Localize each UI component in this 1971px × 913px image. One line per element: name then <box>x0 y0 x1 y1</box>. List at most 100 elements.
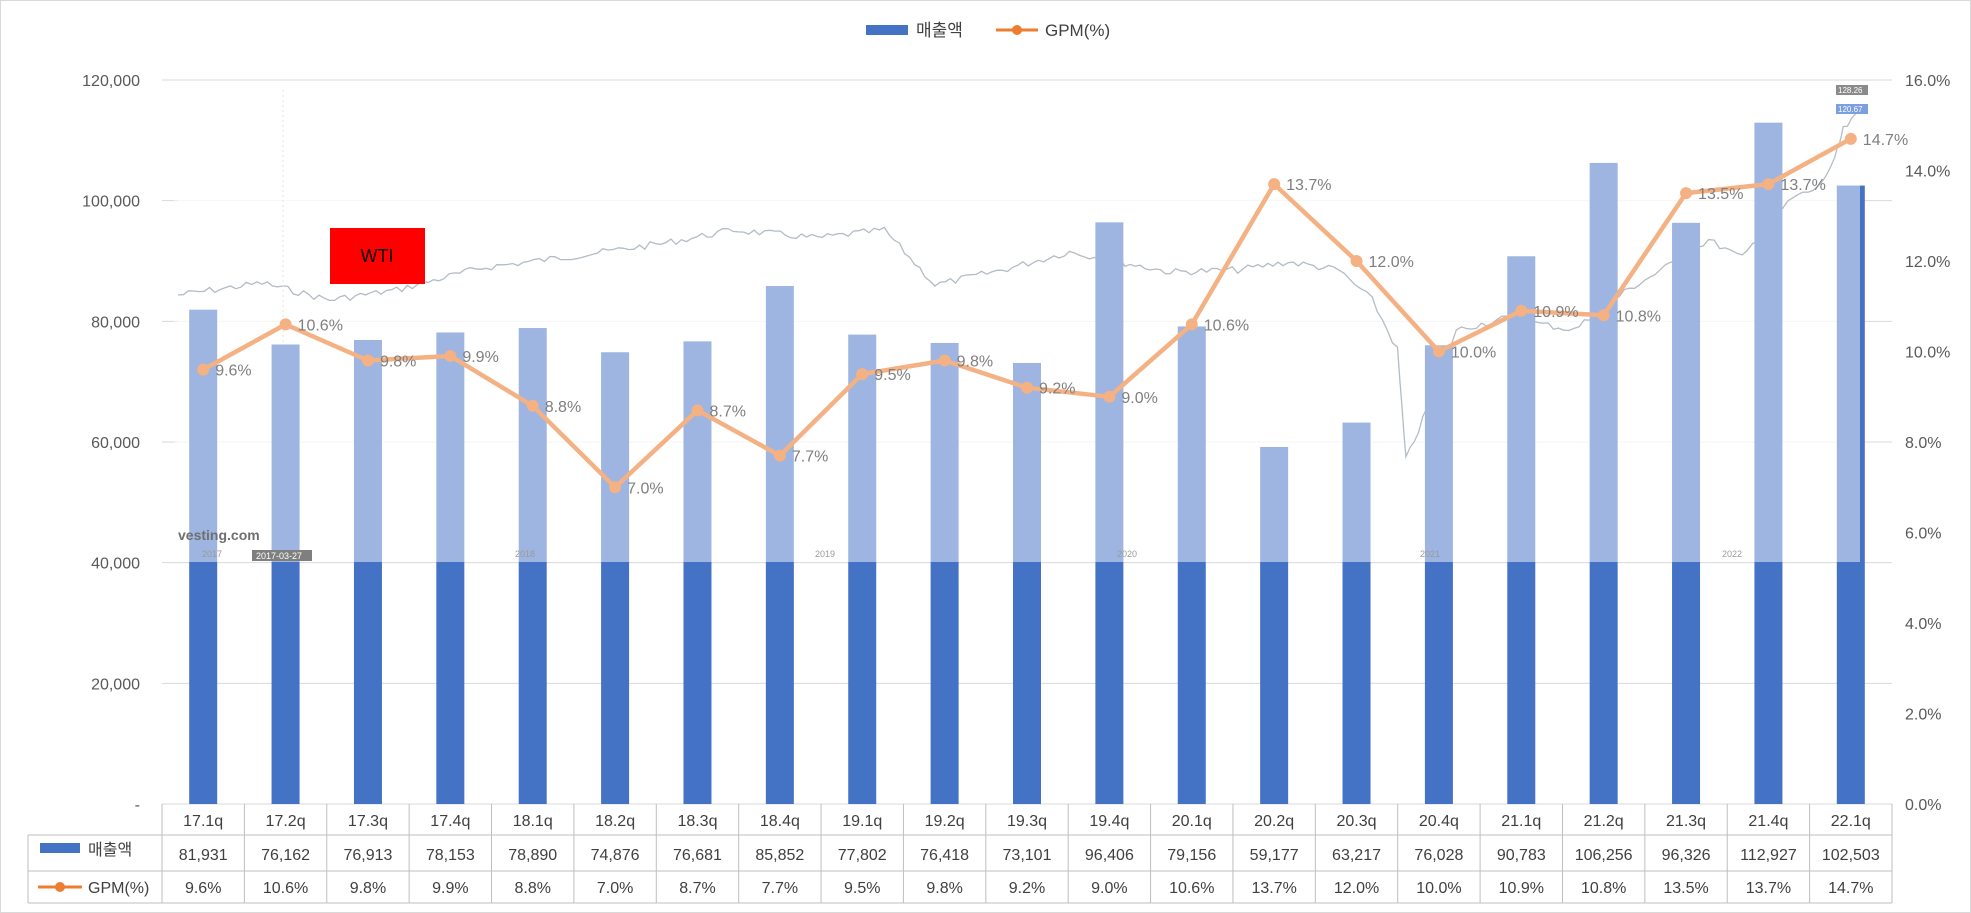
table-cell-revenue: 77,802 <box>838 847 887 864</box>
gpm-data-label: 13.5% <box>1698 186 1743 203</box>
table-cell-revenue: 102,503 <box>1822 847 1880 864</box>
category-label: 19.3q <box>1007 813 1047 830</box>
table-cell-gpm: 9.6% <box>185 880 221 897</box>
gpm-data-label: 8.7% <box>709 403 745 420</box>
gpm-data-label: 12.0% <box>1369 254 1414 271</box>
gpm-data-label: 10.6% <box>1204 317 1249 334</box>
gpm-point-21.1q <box>1515 304 1528 317</box>
bar-revenue-17.4q <box>436 332 465 804</box>
table-cell-revenue: 73,101 <box>1003 847 1052 864</box>
overlay-year-label: 2021 <box>1420 549 1440 559</box>
category-label: 21.4q <box>1748 813 1788 830</box>
table-cell-revenue: 74,876 <box>591 847 640 864</box>
left-axis-tick: 120,000 <box>82 73 140 90</box>
left-axis-tick: 100,000 <box>82 194 140 211</box>
right-axis-tick: 16.0% <box>1905 73 1950 90</box>
bar-revenue-17.3q <box>353 339 382 804</box>
legend-marker-gpm <box>1012 25 1022 35</box>
category-label: 20.1q <box>1172 813 1212 830</box>
gpm-data-label: 7.0% <box>627 480 663 497</box>
overlay-year-label: 2019 <box>815 549 835 559</box>
right-axis-tick: 12.0% <box>1905 254 1950 271</box>
bar-revenue-21.3q <box>1672 222 1701 804</box>
category-label: 17.3q <box>348 813 388 830</box>
table-cell-gpm: 10.8% <box>1581 880 1626 897</box>
table-cell-revenue: 85,852 <box>755 847 804 864</box>
table-cell-revenue: 59,177 <box>1250 847 1299 864</box>
gpm-data-label: 13.7% <box>1780 177 1825 194</box>
overlay-price-text: 120.67 <box>1838 105 1863 114</box>
bar-revenue-22.1q <box>1836 185 1865 804</box>
table-cell-revenue: 76,681 <box>673 847 722 864</box>
right-axis-tick: 10.0% <box>1905 345 1950 362</box>
table-cell-revenue: 106,256 <box>1575 847 1633 864</box>
gpm-point-18.3q <box>691 404 704 417</box>
table-cell-revenue: 76,913 <box>343 847 392 864</box>
overlay-wash <box>174 90 1860 562</box>
gpm-data-label: 13.7% <box>1286 177 1331 194</box>
legend-label-gpm: GPM(%) <box>1045 21 1110 40</box>
bar-revenue-17.1q <box>189 309 218 804</box>
right-axis-tick: 2.0% <box>1905 707 1941 724</box>
gpm-data-label: 8.8% <box>545 399 581 416</box>
bar-revenue-19.4q <box>1095 222 1124 804</box>
left-axis-tick: 20,000 <box>91 676 140 693</box>
wti-label-box <box>330 228 425 284</box>
right-axis-tick: 8.0% <box>1905 435 1941 452</box>
category-label: 19.1q <box>842 813 882 830</box>
left-axis-tick: 40,000 <box>91 556 140 573</box>
overlay-date-badge <box>252 550 312 561</box>
table-cell-gpm: 9.2% <box>1009 880 1045 897</box>
category-label: 18.4q <box>760 813 800 830</box>
gpm-data-label: 7.7% <box>792 449 828 466</box>
bar-revenue-20.4q <box>1424 345 1453 804</box>
table-cell-revenue: 79,156 <box>1167 847 1216 864</box>
bar-revenue-21.2q <box>1589 162 1618 805</box>
category-label: 22.1q <box>1831 813 1871 830</box>
table-cell-gpm: 8.8% <box>514 880 550 897</box>
gpm-point-17.3q <box>361 354 374 367</box>
gpm-point-17.2q <box>279 318 292 331</box>
left-axis-tick: - <box>135 797 140 814</box>
category-label: 19.2q <box>925 813 965 830</box>
gpm-point-18.4q <box>773 449 786 462</box>
gpm-point-18.2q <box>609 481 622 494</box>
category-label: 18.3q <box>677 813 717 830</box>
bar-revenue-21.4q <box>1754 122 1783 804</box>
overlay-price-text: 128.26 <box>1838 86 1863 95</box>
gpm-data-label: 9.8% <box>957 354 993 371</box>
table-cell-revenue: 96,326 <box>1662 847 1711 864</box>
category-label: 20.4q <box>1419 813 1459 830</box>
gpm-data-label: 14.7% <box>1863 132 1908 149</box>
legend-swatch-revenue <box>866 25 908 35</box>
overlay-watermark: vesting.com <box>178 527 260 543</box>
overlay-year-label: 2017 <box>202 549 222 559</box>
category-label: 19.4q <box>1089 813 1129 830</box>
bar-revenue-20.3q <box>1342 422 1371 804</box>
gpm-data-label: 9.0% <box>1121 390 1157 407</box>
table-cell-gpm: 9.8% <box>926 880 962 897</box>
table-cell-revenue: 78,153 <box>426 847 475 864</box>
table-cell-revenue: 112,927 <box>1740 847 1797 864</box>
right-axis-tick: 14.0% <box>1905 164 1950 181</box>
gpm-point-22.1q <box>1844 132 1857 145</box>
category-label: 18.2q <box>595 813 635 830</box>
table-cell-gpm: 9.0% <box>1091 880 1127 897</box>
category-label: 21.1q <box>1501 813 1541 830</box>
overlay-date-stamp: 2017-03-27 <box>256 551 302 561</box>
table-cell-gpm: 9.8% <box>350 880 386 897</box>
table-row-label-gpm: GPM(%) <box>88 880 149 897</box>
right-axis-tick: 4.0% <box>1905 616 1941 633</box>
gpm-data-label: 9.9% <box>462 349 498 366</box>
overlay-year-label: 2018 <box>515 549 535 559</box>
bar-revenue-20.2q <box>1260 446 1289 804</box>
gpm-point-21.4q <box>1762 178 1775 191</box>
table-cell-gpm: 10.9% <box>1499 880 1544 897</box>
gpm-point-19.2q <box>938 354 951 367</box>
gpm-data-label: 10.0% <box>1451 345 1496 362</box>
table-cell-gpm: 7.7% <box>762 880 798 897</box>
gpm-point-21.3q <box>1680 187 1693 200</box>
gpm-point-21.2q <box>1597 309 1610 322</box>
bar-revenue-19.1q <box>848 334 877 804</box>
table-cell-gpm: 10.6% <box>263 880 308 897</box>
